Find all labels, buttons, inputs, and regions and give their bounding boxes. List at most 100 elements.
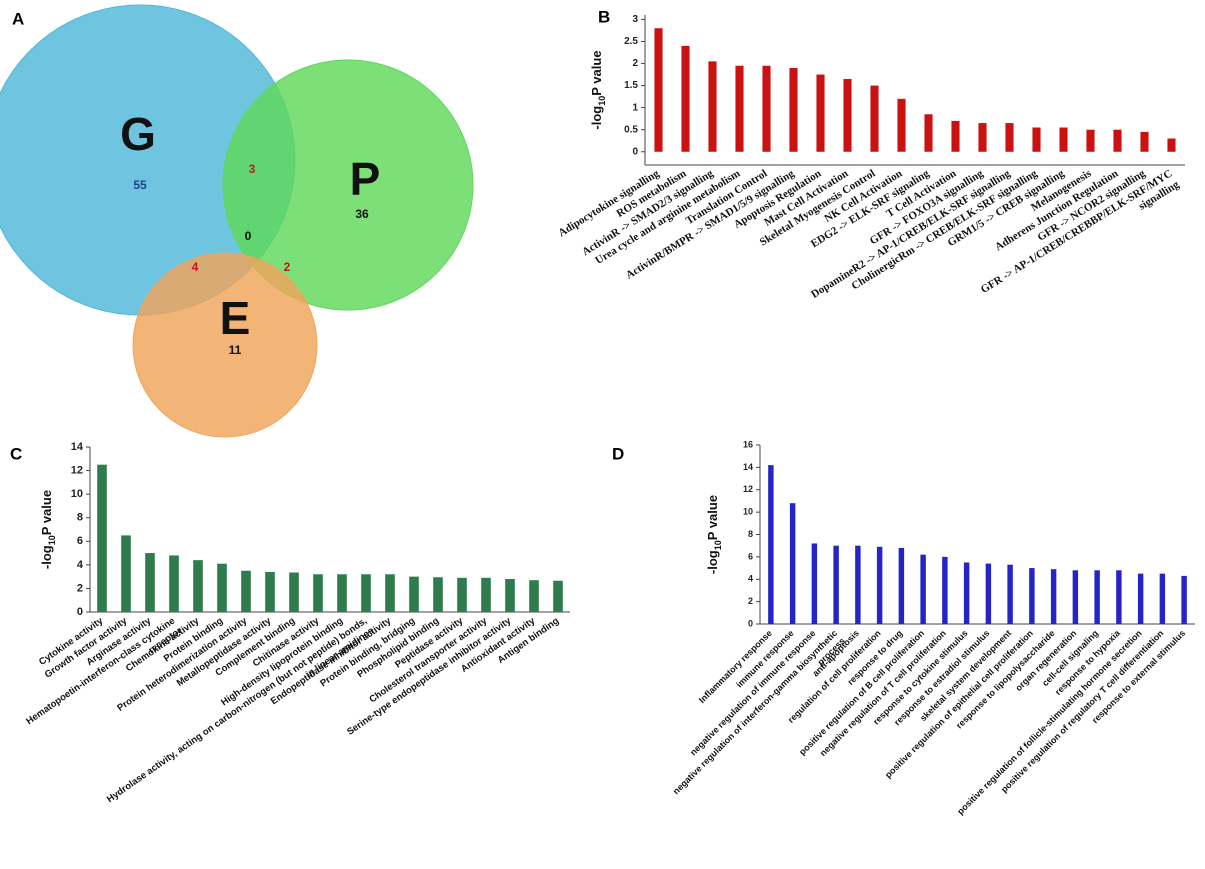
bar [1181,575,1187,624]
bar [1113,129,1122,152]
y-axis-label-part: P value [39,490,54,535]
bar [789,503,796,624]
set-count: 36 [355,207,369,221]
y-axis-label: -log10P value [589,50,607,129]
panel-label: A [12,9,24,28]
set-name: P [350,153,381,205]
y-tick-label: 0 [77,606,83,618]
y-tick-label: 4 [77,559,84,571]
bar [811,543,818,624]
bar [481,577,491,612]
bar [217,563,227,612]
y-tick-label: 10 [743,507,753,517]
bar [1072,570,1079,624]
bar [1094,570,1100,624]
y-tick-label: 3 [632,14,638,25]
y-tick-label: 4 [748,574,753,584]
y-tick-label: 12 [743,484,753,494]
bar [870,85,879,152]
y-axis-label-part: -log [589,106,604,130]
bar [898,547,905,624]
bar [816,74,825,152]
bar [735,65,744,152]
y-axis-label-part: 10 [713,540,723,550]
bar [833,545,839,624]
bar [1007,564,1013,624]
y-axis-label-part: P value [705,495,720,540]
bar [433,577,443,612]
bar [1005,123,1014,152]
overlap-count: 3 [249,162,256,176]
bar [963,562,970,624]
bar [145,553,155,612]
bar [762,65,771,152]
overlap-count: 4 [192,260,199,274]
y-tick-label: 12 [71,464,83,476]
panel-label: B [598,7,610,26]
bar [924,114,933,152]
bar [193,560,203,612]
bar [789,67,798,152]
bar [978,123,987,152]
bar [265,571,275,612]
bar [121,535,131,612]
bar [409,576,419,612]
bar [529,580,539,612]
y-axis-label-part: -log [39,545,54,569]
bar [457,577,467,612]
bar [897,98,906,152]
y-tick-label: 14 [71,441,84,453]
y-axis-label: -log10P value [705,495,723,574]
bar [1050,569,1057,624]
set-name: E [220,292,251,344]
bar [1086,129,1095,152]
bar [1059,127,1068,152]
y-axis-label-part: -log [705,550,720,574]
y-tick-label: 2.5 [624,36,638,47]
overlap-count: 0 [245,229,252,243]
bar [97,464,107,612]
bar [169,555,179,612]
bar [337,574,347,612]
bar [289,572,299,612]
set-count: 55 [133,178,147,192]
y-tick-label: 8 [748,529,753,539]
venn-set [222,59,474,311]
y-tick-label: 8 [77,512,83,524]
y-tick-label: 0.5 [624,124,638,135]
bar [313,574,323,612]
bar [385,574,395,612]
y-axis-label-part: 10 [597,96,607,106]
bar [985,563,992,624]
overlap-count: 2 [284,260,291,274]
y-tick-label: 16 [743,439,753,449]
y-tick-label: 2 [748,596,753,606]
bar [876,546,883,624]
bar [654,28,663,152]
y-tick-label: 1 [632,102,638,113]
y-tick-label: 0 [748,618,753,628]
bar [1167,138,1176,152]
bar [855,545,861,624]
bar [1137,573,1144,624]
bar [768,465,774,624]
y-tick-label: 10 [71,488,83,500]
x-tick-label-group: negative regulation of interferon-gamma … [671,628,847,796]
bar [1029,568,1035,624]
bar [241,570,251,612]
bar [942,556,948,624]
y-tick-label: 2 [77,582,83,594]
bar [361,574,371,612]
venn-set [132,252,318,438]
panel-label: D [612,444,624,463]
bar [843,78,852,152]
y-axis-label-part: 10 [47,535,57,545]
bar [553,580,563,612]
set-count: 11 [229,343,242,357]
bar [1140,131,1149,152]
bar [681,45,690,152]
bar [505,579,515,612]
y-tick-label: 1.5 [624,80,638,91]
panel-label: C [10,444,22,463]
